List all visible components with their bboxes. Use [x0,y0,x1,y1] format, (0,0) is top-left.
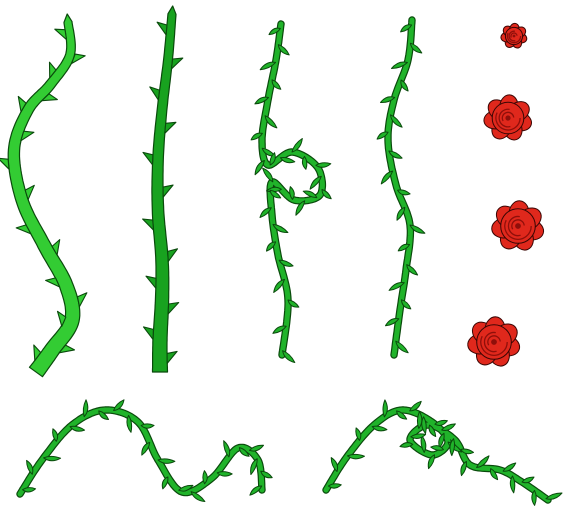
leafy-vine-straight [376,16,426,359]
leafy-vine-wave [16,399,273,502]
leafy-vine-loop [250,20,332,363]
rose-1 [500,22,528,49]
thorny-stem-dark [142,5,184,373]
rose-3 [491,200,545,251]
thorny-stem-light [0,13,88,378]
rose-4 [467,316,521,367]
rose-2 [483,94,532,141]
leafy-vine-curl [322,399,563,506]
